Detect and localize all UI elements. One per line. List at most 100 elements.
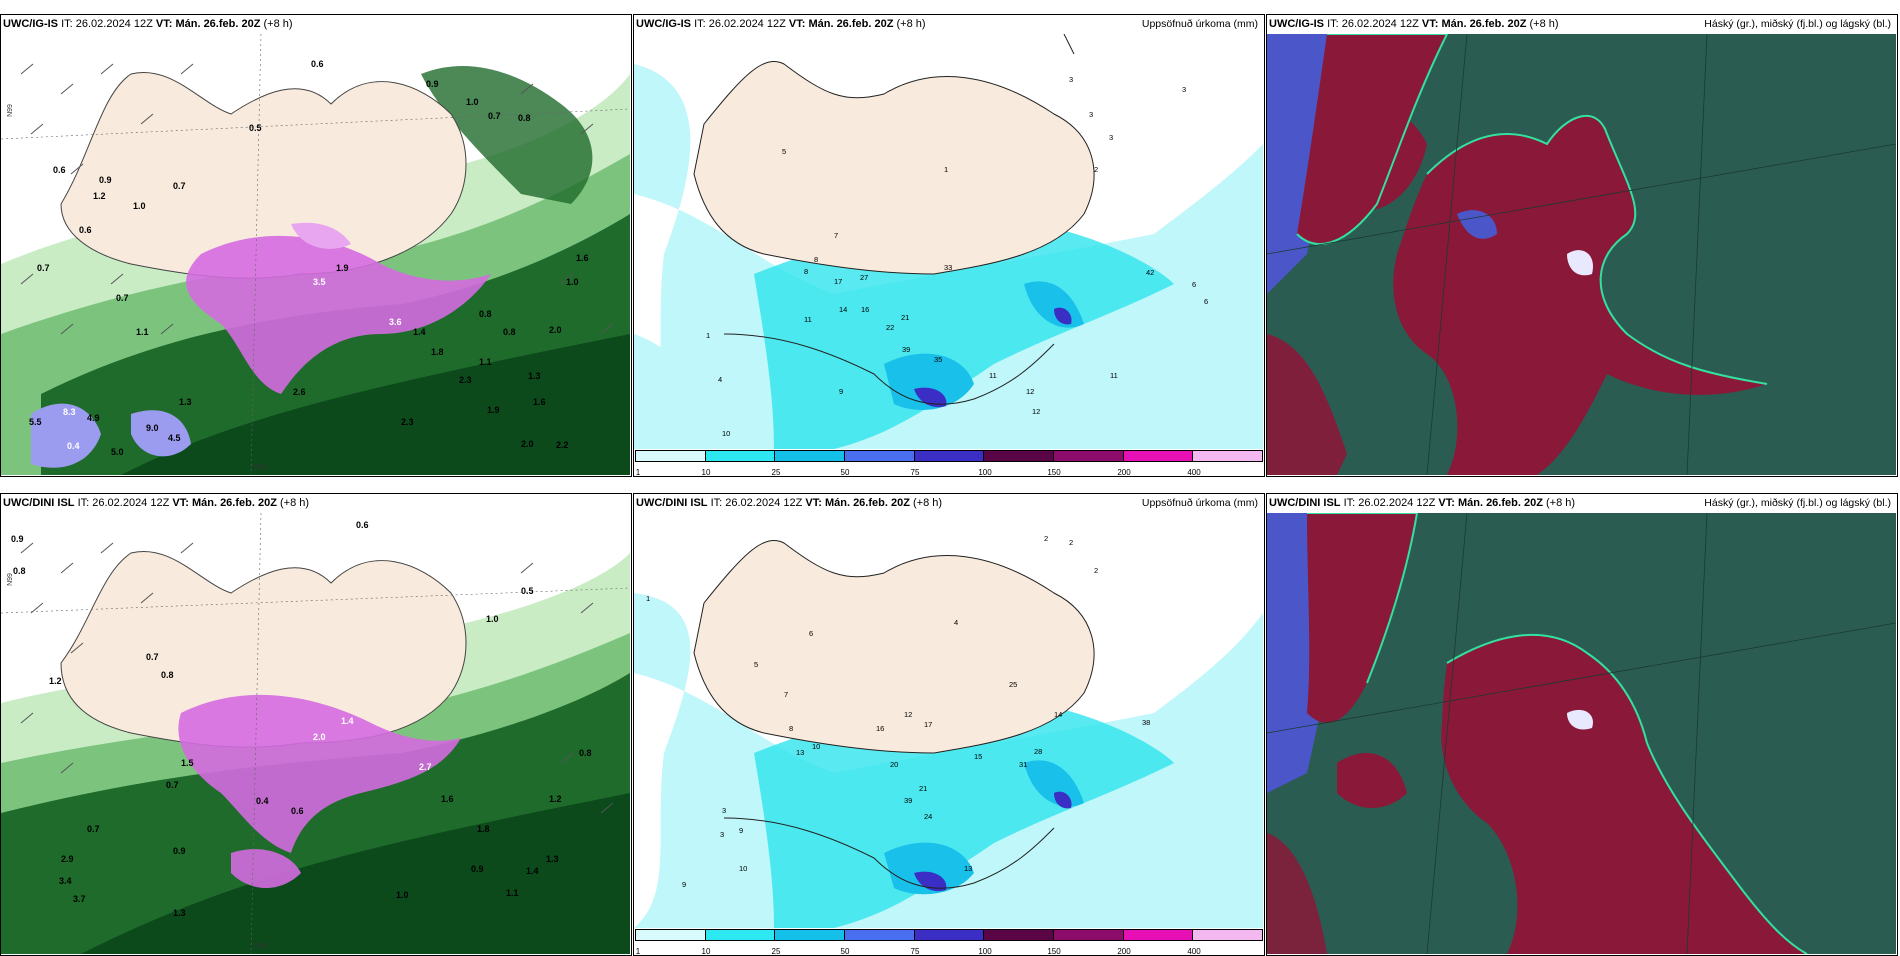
cloud-value: 2.9 <box>61 854 74 864</box>
model-name: UWC/IG-IS <box>3 18 58 30</box>
precip-value: 16 <box>861 305 870 314</box>
cloud-value: 2.0 <box>521 439 534 449</box>
precip-value: 3 <box>1182 85 1187 94</box>
lead-time: (+8 h) <box>263 18 293 30</box>
cloud-value: 1.5 <box>181 758 194 768</box>
cloud-value: 2.7 <box>419 762 432 772</box>
cloud-value: 2.0 <box>549 325 562 335</box>
colorbar-label: 150 <box>1047 468 1061 477</box>
cloud-value: 0.8 <box>161 670 174 680</box>
lead-time: (+8 h) <box>913 497 943 509</box>
precip-value: 2 <box>1044 534 1049 543</box>
cloud-value: 0.5 <box>521 586 534 596</box>
precipitation-map-svg <box>634 513 1263 928</box>
precip-value: 11 <box>989 371 997 380</box>
precip-value: 10 <box>812 742 821 751</box>
colorbar-segment <box>1122 450 1193 462</box>
colorbar-label: 100 <box>978 468 992 477</box>
precip-value: 12 <box>1026 387 1035 396</box>
precip-value: 6 <box>1192 280 1197 289</box>
cloud-value: 1.1 <box>136 327 149 337</box>
precip-value: 17 <box>834 277 843 286</box>
colorbar-label: 400 <box>1187 468 1201 477</box>
precip-value: 12 <box>1032 407 1041 416</box>
vt-label: VT: <box>155 18 173 30</box>
init-time: 26.02.2024 12Z <box>75 18 153 30</box>
precip-value: 6 <box>1204 297 1209 306</box>
precip-value: 3 <box>1109 133 1114 142</box>
precip-value: 11 <box>804 315 812 324</box>
cloud-wind-map-svg <box>1 513 630 954</box>
colorbar-segment <box>635 450 705 462</box>
cloud-value: 3.4 <box>59 876 72 886</box>
precip-value: 8 <box>804 267 809 276</box>
init-time: 26.02.2024 12Z <box>92 497 170 509</box>
precip-value: 33 <box>944 263 953 272</box>
cloud-value: 0.7 <box>146 652 159 662</box>
cloud-value: 1.6 <box>533 397 546 407</box>
cloud-value: 3.7 <box>73 894 86 904</box>
precip-value: 13 <box>964 864 973 873</box>
valid-time: Mán. 26.feb. 20Z <box>191 497 277 509</box>
colorbar-segment <box>983 450 1054 462</box>
cloud-value: 1.3 <box>173 908 186 918</box>
cloud-value: 1.9 <box>336 263 349 273</box>
vt-label: VT: <box>1438 497 1455 509</box>
precip-value: 14 <box>839 305 848 314</box>
cloud-value: 0.9 <box>11 534 24 544</box>
cloud-value: 0.9 <box>173 846 186 856</box>
cloud-value: 0.5 <box>249 123 262 133</box>
init-time: 26.02.2024 12Z <box>1341 18 1419 30</box>
cloud-value: 1.0 <box>566 277 579 287</box>
precip-value: 27 <box>860 273 869 282</box>
panel-header: UWC/DINI ISL IT: 26.02.2024 12Z VT: Mán.… <box>1 494 631 513</box>
cloud-value: 1.2 <box>49 676 62 686</box>
cloud-value: 8.3 <box>63 407 76 417</box>
cloud-value: 3.5 <box>313 277 326 287</box>
colorbar-label: 50 <box>840 468 850 477</box>
vt-label: VT: <box>172 497 189 509</box>
precip-value: 1 <box>646 594 651 603</box>
cloud-value: 1.3 <box>179 397 192 407</box>
colorbar-label: 200 <box>1117 947 1131 956</box>
cloud-layers-map <box>1267 34 1896 475</box>
init-time: 26.02.2024 12Z <box>1358 497 1436 509</box>
colorbar-segment <box>983 929 1054 941</box>
cloud-value: 1.4 <box>413 327 426 337</box>
panel-header: UWC/DINI ISL IT: 26.02.2024 12Z VT: Mán.… <box>1267 494 1897 513</box>
precip-value: 3 <box>720 830 725 839</box>
colorbar-segment <box>704 929 775 941</box>
cloud-value: 1.8 <box>431 347 444 357</box>
model-name: UWC/IG-IS <box>1269 18 1324 30</box>
longitude-label: 20W <box>253 943 268 950</box>
precip-value: 5 <box>782 147 787 156</box>
cloud-value: 0.4 <box>67 441 80 451</box>
panel-header: UWC/DINI ISL IT: 26.02.2024 12Z VT: Mán.… <box>634 494 1264 513</box>
precip-value: 39 <box>904 796 913 805</box>
valid-time: Mán. 26.feb. 20Z <box>808 18 894 30</box>
cloud-wind-map <box>1 34 630 475</box>
precip-value: 5 <box>754 660 759 669</box>
precip-value: 38 <box>1142 718 1151 727</box>
cloud-value: 5.5 <box>29 417 42 427</box>
cloud-value: 1.2 <box>93 191 106 201</box>
cloud-value: 2.0 <box>313 732 326 742</box>
cloud-value: 3.6 <box>389 317 402 327</box>
cloud-value: 0.8 <box>13 566 26 576</box>
cloud-value: 0.6 <box>356 520 369 530</box>
precip-value: 28 <box>1034 747 1043 756</box>
cloud-value: 0.6 <box>79 225 92 235</box>
model-name: UWC/IG-IS <box>636 18 691 30</box>
colorbar-segment <box>774 450 845 462</box>
model-name: UWC/DINI ISL <box>3 497 75 509</box>
colorbar-segment <box>844 929 914 941</box>
lead-time: (+8 h) <box>280 497 310 509</box>
valid-time: Mán. 26.feb. 20Z <box>175 18 261 30</box>
cloud-layers-title: Háský (gr.), miðský (fj.bl.) og lágský (… <box>1704 497 1891 509</box>
valid-time: Mán. 26.feb. 20Z <box>1441 18 1527 30</box>
cloud-value: 1.9 <box>487 405 500 415</box>
panel-header: UWC/IG-IS IT: 26.02.2024 12Z VT: Mán. 26… <box>1267 15 1897 34</box>
cloud-value: 0.6 <box>291 806 304 816</box>
panel-bottom-center-precipitation: UWC/DINI ISL IT: 26.02.2024 12Z VT: Mán.… <box>633 493 1265 956</box>
precip-value: 7 <box>834 231 839 240</box>
